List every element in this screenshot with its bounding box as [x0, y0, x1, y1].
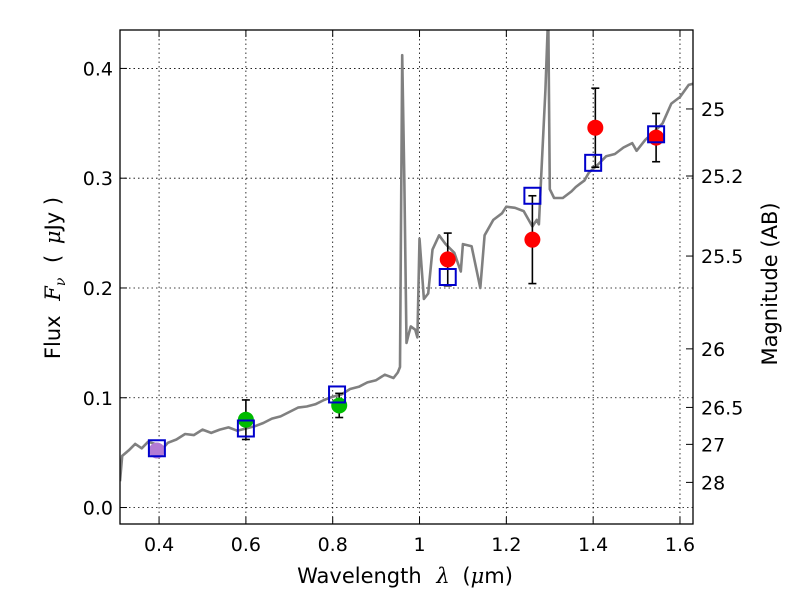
- spectrum-layer: [120, 30, 693, 482]
- right-tick-label: 25.2: [701, 166, 743, 188]
- grid: [120, 30, 693, 524]
- y-axis-label: Flux Fν ( μJy ): [41, 197, 70, 359]
- x-tick-label: 1: [413, 534, 425, 556]
- observed-point: [331, 397, 348, 414]
- x-tick-label: 0.6: [231, 534, 261, 556]
- y-tick-label: 0.1: [83, 388, 113, 410]
- right-tick-label: 25: [701, 99, 725, 121]
- x-tick-label: 1.6: [665, 534, 695, 556]
- model-point: [236, 419, 255, 438]
- right-tick-label: 25.5: [701, 246, 743, 268]
- x-tick-label: 1.4: [578, 534, 608, 556]
- right-axis-label: Magnitude (AB): [758, 202, 782, 365]
- x-axis-label: Wavelength λ (μm): [297, 564, 513, 588]
- x-tick-label: 0.8: [318, 534, 348, 556]
- right-tick-label: 26.5: [701, 397, 743, 419]
- observed-point: [439, 251, 456, 268]
- model-point: [438, 268, 457, 286]
- right-tick-label: 26: [701, 339, 725, 361]
- right-tick-label: 28: [701, 472, 725, 494]
- y-tick-label: 0.2: [83, 278, 113, 300]
- ticks: 0.4 0.6 0.8 1 1.2 1.4 1.6 0.0 0.1 0.2 0.3 0.4 25 25.2…: [83, 30, 743, 556]
- model-point: [328, 385, 347, 404]
- y-tick-label: 0.0: [83, 498, 113, 520]
- observed-point: [148, 442, 165, 459]
- x-tick-label: 0.4: [144, 534, 174, 556]
- y-tick-label: 0.4: [83, 58, 113, 80]
- observed-point: [587, 119, 604, 136]
- model-point: [584, 153, 603, 172]
- x-tick-label: 1.2: [491, 534, 521, 556]
- model-point: [147, 439, 166, 458]
- spectrum-line: [120, 30, 693, 482]
- observed-point: [524, 231, 541, 248]
- markers: [147, 87, 666, 459]
- model-point: [647, 125, 666, 144]
- right-tick-label: 27: [701, 434, 725, 456]
- model-point: [523, 186, 542, 205]
- y-tick-label: 0.3: [83, 168, 113, 190]
- plot-frame: [119, 29, 694, 525]
